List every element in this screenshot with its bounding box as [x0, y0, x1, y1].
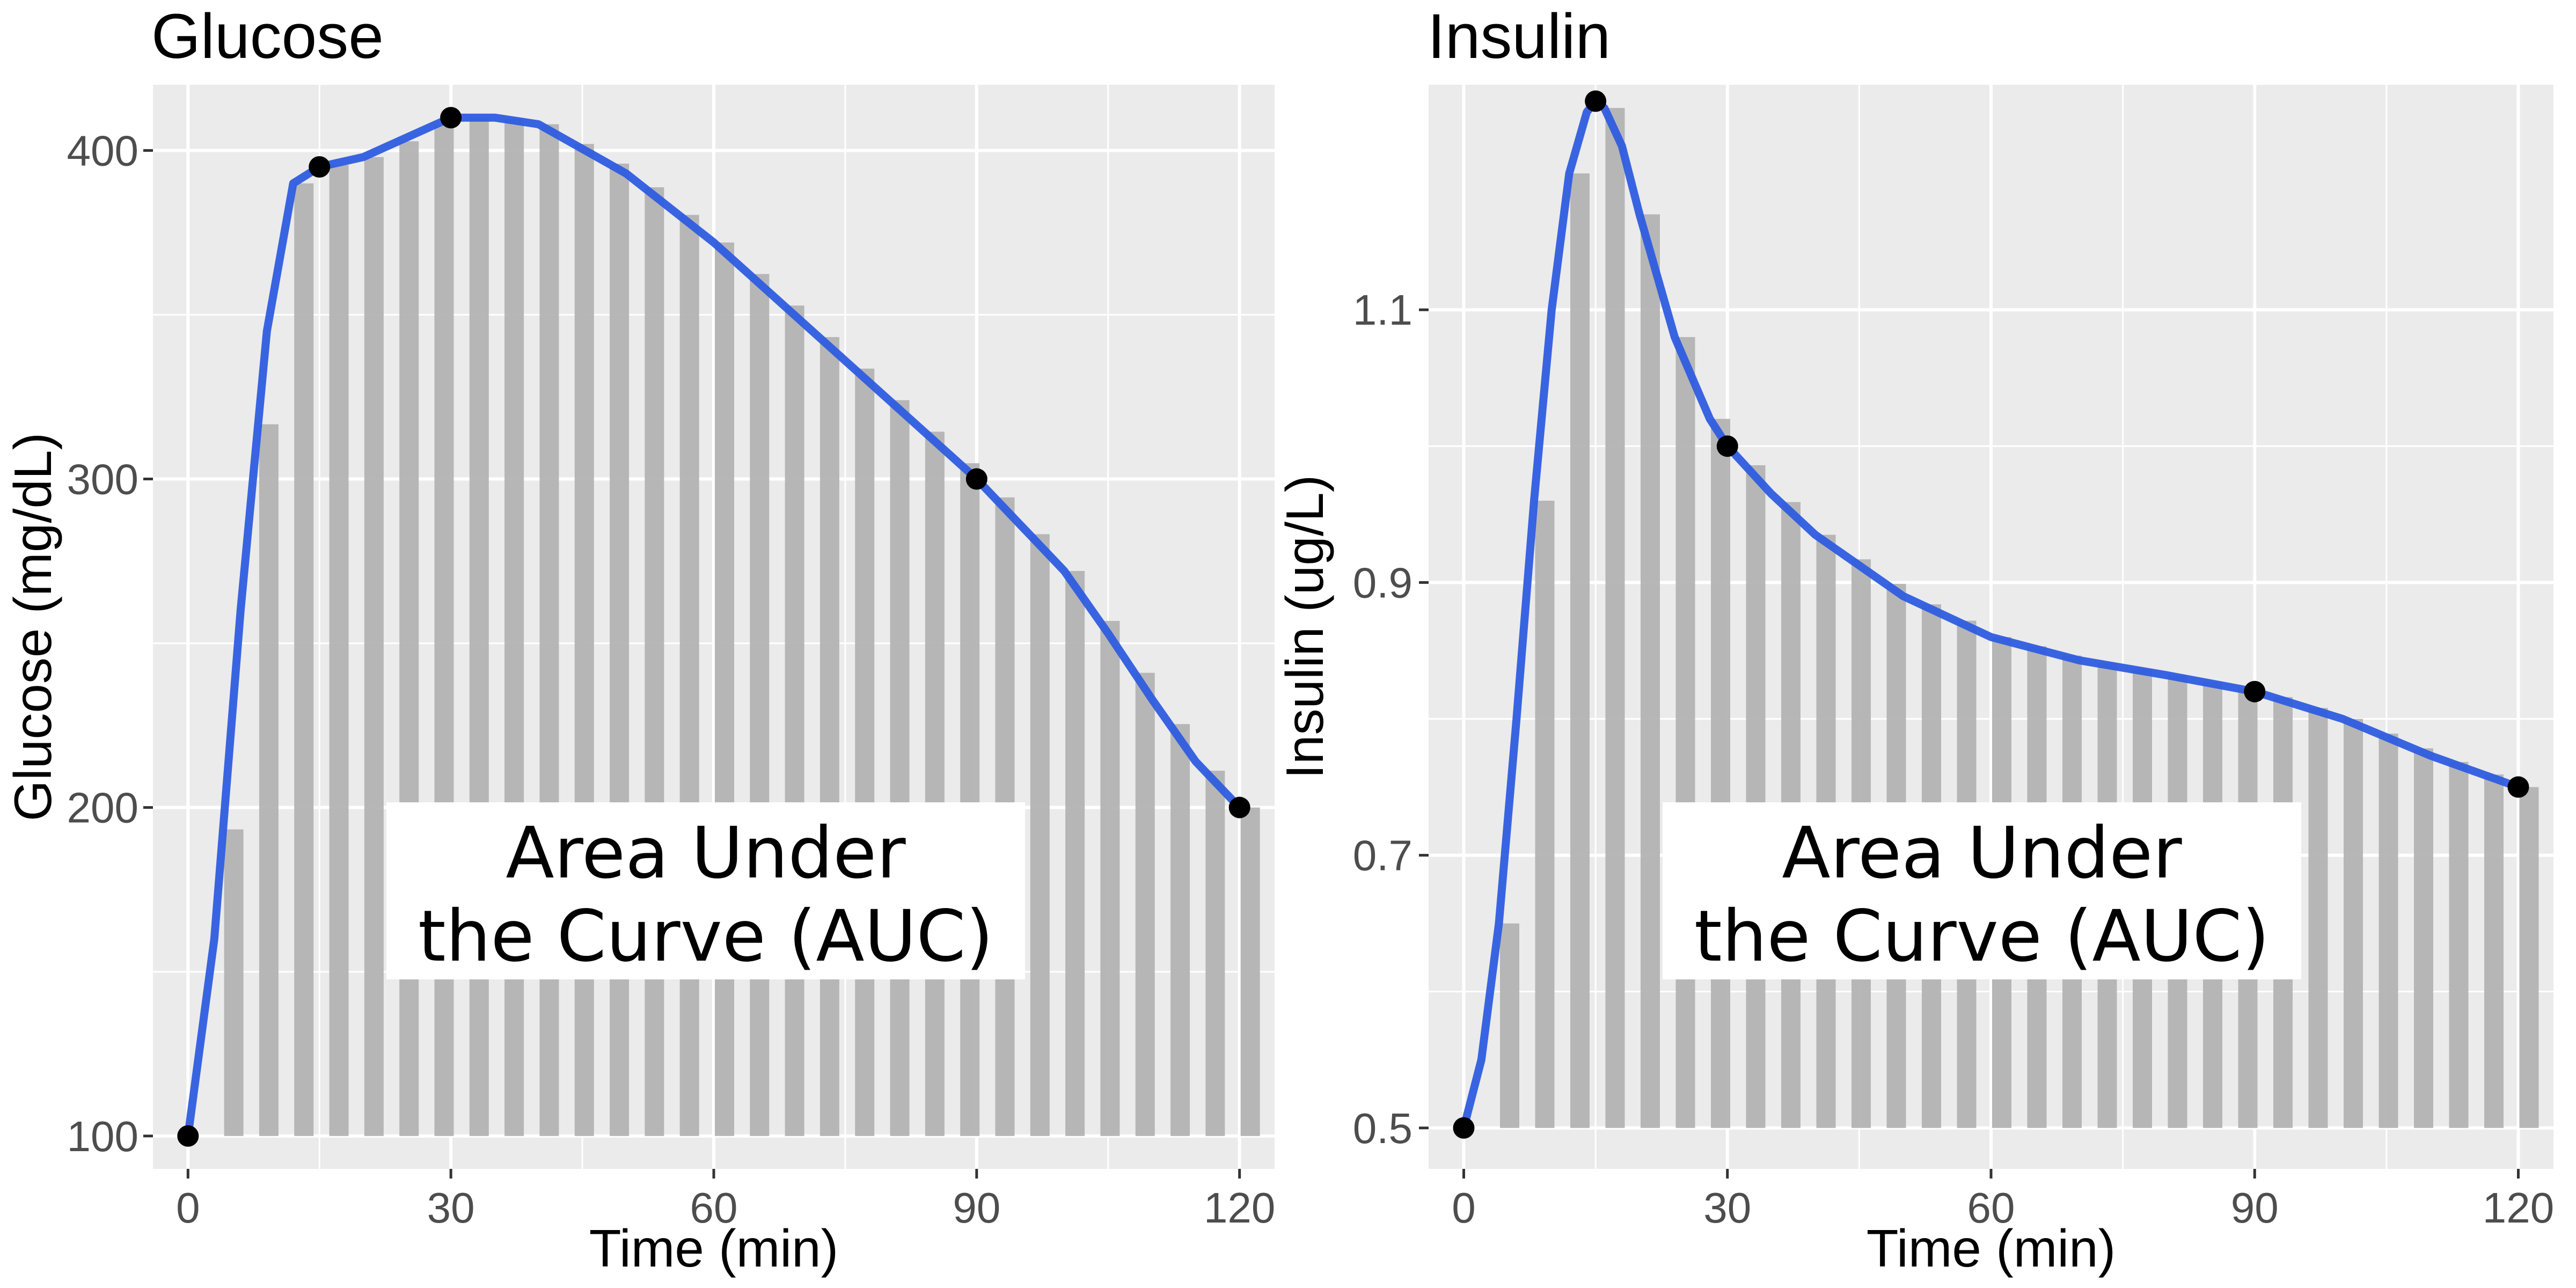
data-point	[2244, 680, 2266, 702]
fitted-curve	[1460, 97, 2522, 1132]
auc-annotation-box	[1663, 802, 2301, 979]
data-point	[440, 107, 462, 129]
x-tick-label: 90	[2231, 1184, 2279, 1232]
auc-bar	[2414, 748, 2433, 1128]
auc-bar	[960, 463, 980, 1136]
auc-bar	[1711, 419, 1730, 1128]
data-point	[965, 468, 987, 490]
data-point	[1716, 435, 1738, 457]
data-point	[2507, 776, 2529, 798]
data-point	[309, 156, 331, 178]
x-tick-label: 120	[1204, 1184, 1275, 1232]
y-tick-label: 1.1	[1353, 286, 1413, 334]
auc-bar	[1500, 923, 1519, 1128]
auc-bar	[434, 125, 454, 1136]
x-axis-label: Time (min)	[589, 1219, 839, 1278]
auc-bar	[1605, 108, 1625, 1128]
auc-bar	[1205, 771, 1225, 1136]
auc-bar	[469, 118, 489, 1136]
auc-bar	[1170, 724, 1190, 1136]
data-point	[1585, 90, 1607, 112]
y-axis-label: Insulin (ug/L)	[1275, 475, 1334, 779]
auc-bar	[2344, 719, 2363, 1128]
x-tick-label: 60	[690, 1184, 738, 1232]
auc-bar	[925, 431, 945, 1136]
auc-bar	[1675, 337, 1695, 1128]
fitted-curve	[184, 113, 1244, 1140]
y-tick-label: 400	[67, 127, 138, 174]
x-tick-label: 0	[1452, 1184, 1476, 1232]
auc-bar	[1030, 534, 1050, 1136]
auc-annotation-box	[386, 802, 1025, 979]
auc-bar	[1535, 500, 1555, 1128]
auc-bar	[574, 144, 594, 1136]
x-tick-label: 120	[2483, 1184, 2554, 1232]
auc-bar	[259, 424, 279, 1136]
y-tick-label: 0.7	[1353, 832, 1413, 880]
chart-title: Glucose	[151, 1, 384, 72]
auc-bar	[785, 305, 804, 1136]
auc-bar	[855, 368, 875, 1136]
x-axis-label: Time (min)	[1867, 1219, 2116, 1278]
data-point	[1228, 796, 1250, 818]
y-tick-label: 200	[67, 784, 138, 832]
auc-bar	[2308, 708, 2328, 1128]
auc-bar	[1641, 214, 1660, 1128]
y-tick-label: 0.9	[1353, 559, 1413, 606]
auc-bar	[1100, 620, 1120, 1136]
auc-annotation-line: Area Under	[506, 812, 906, 895]
auc-bar	[1240, 807, 1260, 1136]
y-tick-label: 0.5	[1353, 1104, 1413, 1152]
auc-bar	[2379, 733, 2398, 1128]
auc-bar	[1570, 173, 1590, 1128]
auc-bar	[224, 829, 244, 1136]
x-tick-label: 0	[176, 1184, 200, 1232]
auc-bar	[715, 242, 734, 1136]
auc-bar	[1746, 465, 1766, 1128]
auc-bar	[750, 274, 770, 1136]
auc-bar	[364, 157, 384, 1136]
auc-bar	[1065, 570, 1085, 1136]
auc-bar	[329, 165, 349, 1136]
auc-bar	[1135, 672, 1155, 1136]
x-tick-label: 30	[427, 1184, 475, 1232]
auc-bar	[539, 124, 559, 1136]
auc-bar	[890, 400, 910, 1136]
y-tick-label: 300	[67, 456, 138, 503]
auc-annotation-line: Area Under	[1782, 812, 2182, 895]
auc-bar	[399, 141, 419, 1136]
auc-bar	[819, 337, 839, 1136]
auc-bar	[294, 183, 314, 1136]
x-tick-label: 90	[953, 1184, 1000, 1232]
auc-bar	[2519, 787, 2539, 1128]
data-point	[177, 1125, 199, 1147]
y-axis-label: Glucose (mg/dL)	[3, 433, 62, 821]
auc-annotation-line: the Curve (AUC)	[418, 895, 993, 978]
chart-title: Insulin	[1428, 1, 1611, 72]
auc-bar	[645, 187, 664, 1136]
x-tick-label: 60	[1967, 1184, 2015, 1232]
auc-bar	[2449, 762, 2469, 1128]
data-point	[1453, 1117, 1475, 1139]
auc-bar	[504, 119, 524, 1136]
auc-bar	[679, 215, 699, 1136]
auc-bar	[610, 163, 630, 1136]
auc-annotation-line: the Curve (AUC)	[1694, 895, 2270, 978]
y-tick-label: 100	[67, 1113, 138, 1160]
x-tick-label: 30	[1703, 1184, 1751, 1232]
auc-bar	[2484, 774, 2504, 1128]
